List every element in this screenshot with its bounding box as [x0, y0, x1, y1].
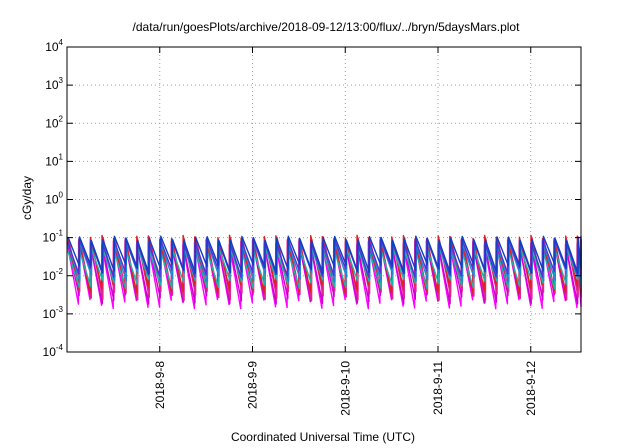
- grid: [67, 47, 581, 352]
- x-tick-label: 2018-9-9: [246, 361, 260, 409]
- x-tick-label: 2018-9-12: [524, 361, 538, 416]
- series-line: [67, 235, 582, 275]
- y-axis-label: cGy/day: [20, 176, 34, 220]
- x-tick-label: 2018-9-10: [338, 361, 352, 416]
- y-tick-label: 101: [45, 152, 63, 168]
- y-tick-label: 103: [45, 76, 63, 92]
- y-tick-label: 10-3: [43, 305, 64, 321]
- x-tick-label: 2018-9-8: [153, 361, 167, 409]
- chart-title: /data/run/goesPlots/archive/2018-09-12/1…: [133, 20, 521, 34]
- y-tick-label: 104: [45, 38, 63, 54]
- x-axis-label: Coordinated Universal Time (UTC): [231, 430, 415, 444]
- y-tick-label: 100: [45, 191, 63, 207]
- y-tick-label: 10-1: [43, 229, 64, 245]
- axes: 10-4 10-3 10-2 10-1 100 101 102 103 104 2018-9-8 2…: [43, 38, 581, 416]
- x-tick-label: 2018-9-11: [431, 361, 445, 415]
- series-group: [66, 234, 582, 310]
- y-tick-label: 10-2: [43, 267, 64, 283]
- y-tick-label: 102: [45, 114, 63, 130]
- y-tick-label: 10-4: [43, 343, 64, 359]
